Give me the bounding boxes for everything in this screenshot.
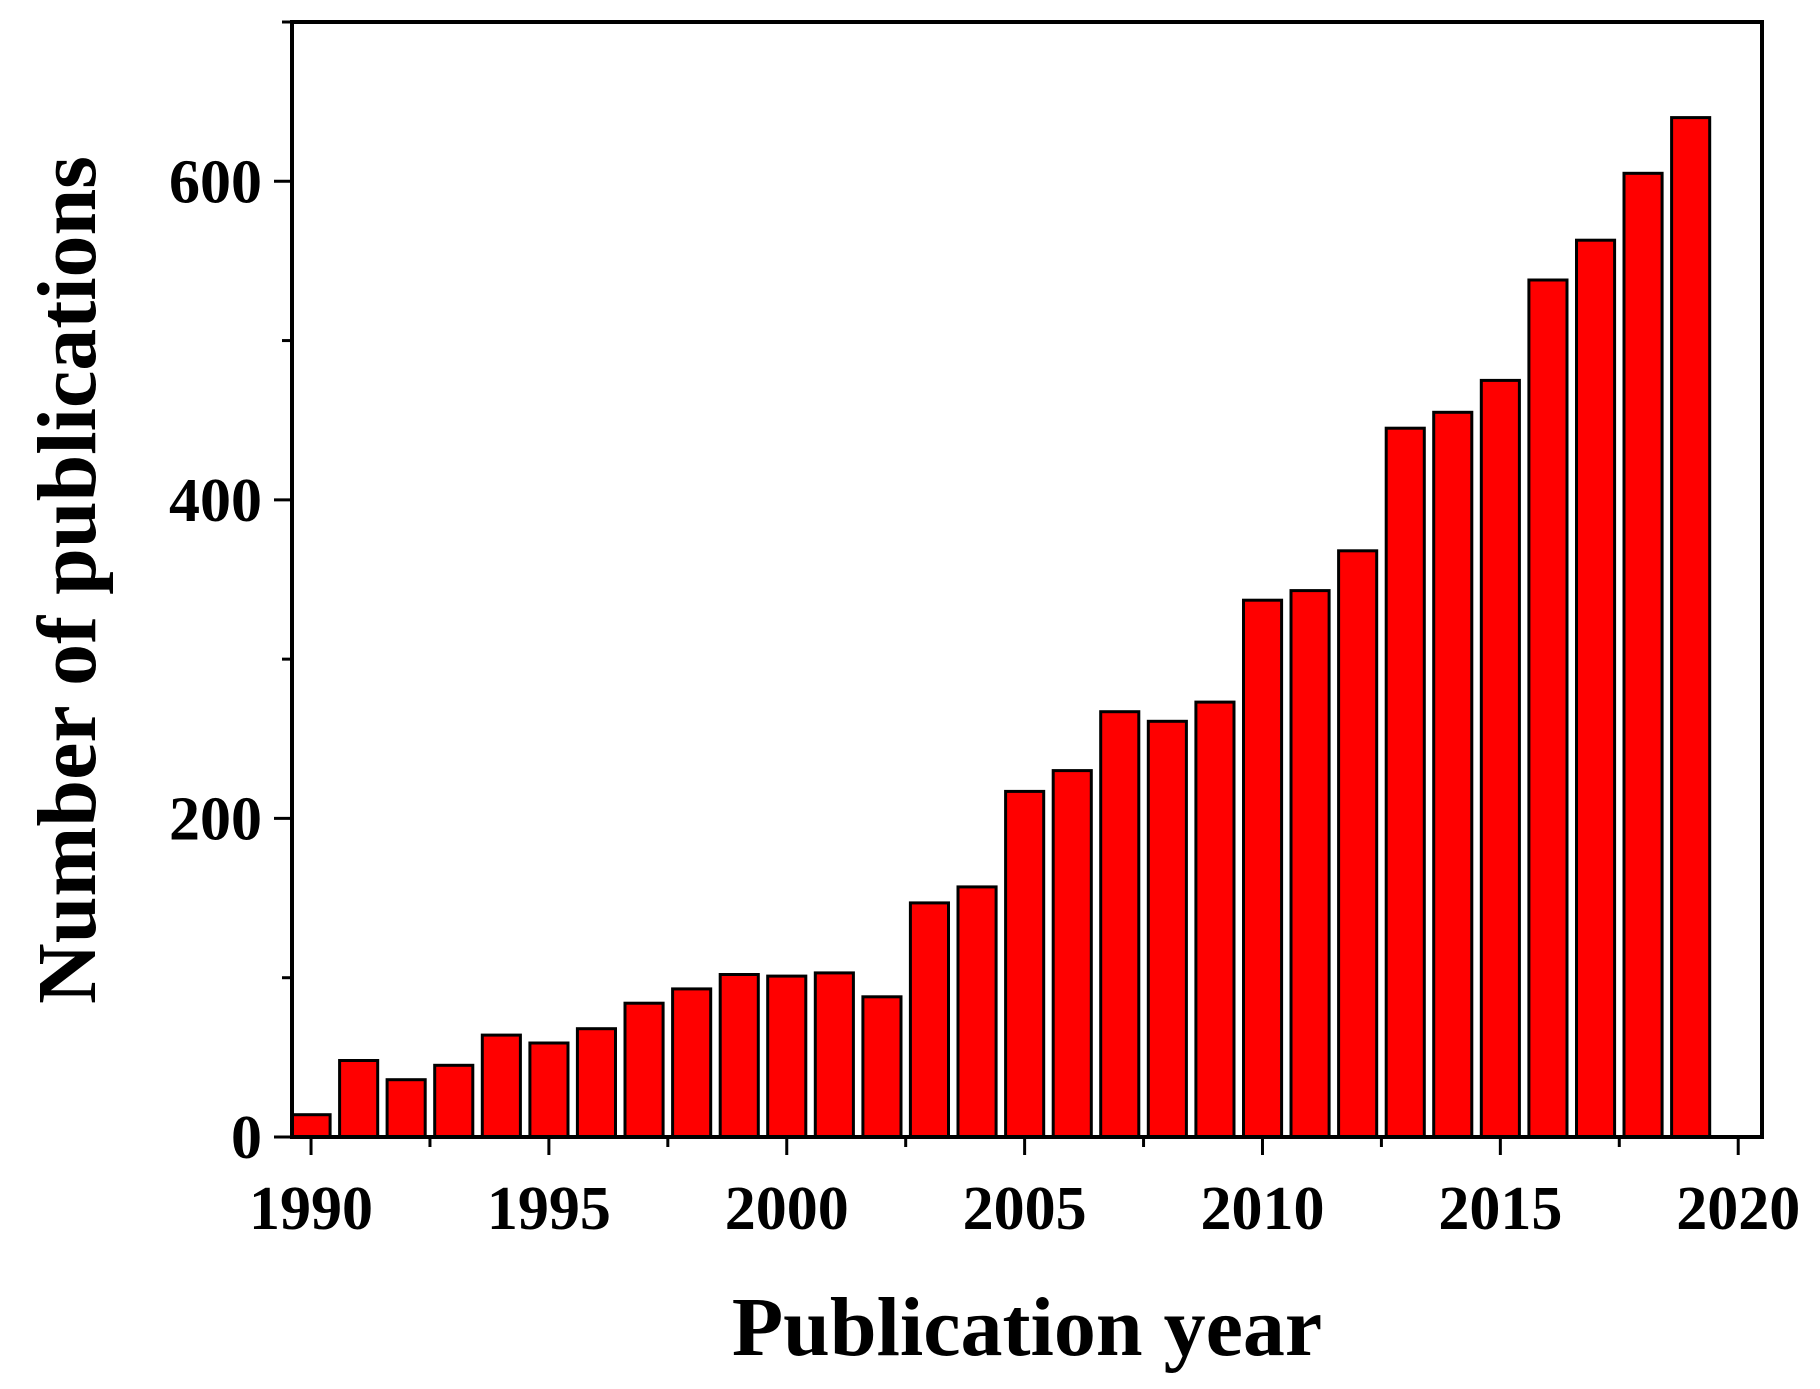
bar-2017 <box>1575 238 1617 1139</box>
bar-2016 <box>1527 278 1569 1139</box>
bar-2001 <box>813 971 855 1139</box>
bar-1996 <box>575 1027 618 1139</box>
bar-2000 <box>766 974 808 1139</box>
bar-2008 <box>1146 719 1188 1139</box>
bar-2006 <box>1051 769 1093 1139</box>
bar-1998 <box>671 987 713 1139</box>
bar-2005 <box>1004 789 1046 1139</box>
y-axis: 0 200 400 600 <box>169 20 292 1172</box>
bar-1994 <box>480 1033 522 1139</box>
bar-1992 <box>385 1078 427 1139</box>
x-tick-label: 2000 <box>725 1175 849 1243</box>
x-tick-label: 2015 <box>1438 1175 1562 1243</box>
x-tick-label: 2020 <box>1676 1175 1800 1243</box>
x-tick-label: 2005 <box>963 1175 1087 1243</box>
bar-2014 <box>1432 410 1474 1139</box>
bar-2018 <box>1622 171 1664 1139</box>
bar-2003 <box>908 901 951 1139</box>
x-axis-title: Publication year <box>732 1281 1322 1374</box>
y-tick-label: 0 <box>231 1104 262 1172</box>
bar-1999 <box>718 973 760 1139</box>
bar-2009 <box>1194 700 1236 1139</box>
y-tick-label: 400 <box>169 467 262 535</box>
bar-1991 <box>338 1059 380 1139</box>
bar-1997 <box>623 1001 665 1139</box>
y-axis-title: Number of publications <box>21 156 114 1004</box>
y-tick-label: 600 <box>169 148 262 216</box>
x-tick-label: 1990 <box>249 1175 373 1243</box>
bars-group <box>290 116 1712 1139</box>
bar-2015 <box>1479 378 1521 1139</box>
bar-1993 <box>433 1063 475 1139</box>
x-tick-label: 2010 <box>1200 1175 1324 1243</box>
bar-2002 <box>861 995 903 1139</box>
bar-2019 <box>1670 116 1712 1139</box>
bar-2012 <box>1337 549 1379 1139</box>
bar-1990 <box>290 1113 332 1139</box>
bar-2007 <box>1099 710 1141 1139</box>
bar-2010 <box>1242 598 1284 1139</box>
y-tick-label: 200 <box>169 785 262 853</box>
bar-2004 <box>956 885 998 1139</box>
bar-2013 <box>1384 426 1426 1139</box>
plot-frame <box>290 20 1764 1139</box>
bar-1995 <box>528 1041 570 1139</box>
x-axis: 1990 1995 2000 2005 2010 2015 2020 <box>249 1137 1800 1243</box>
bar-2011 <box>1289 589 1331 1139</box>
x-tick-label: 1995 <box>487 1175 611 1243</box>
